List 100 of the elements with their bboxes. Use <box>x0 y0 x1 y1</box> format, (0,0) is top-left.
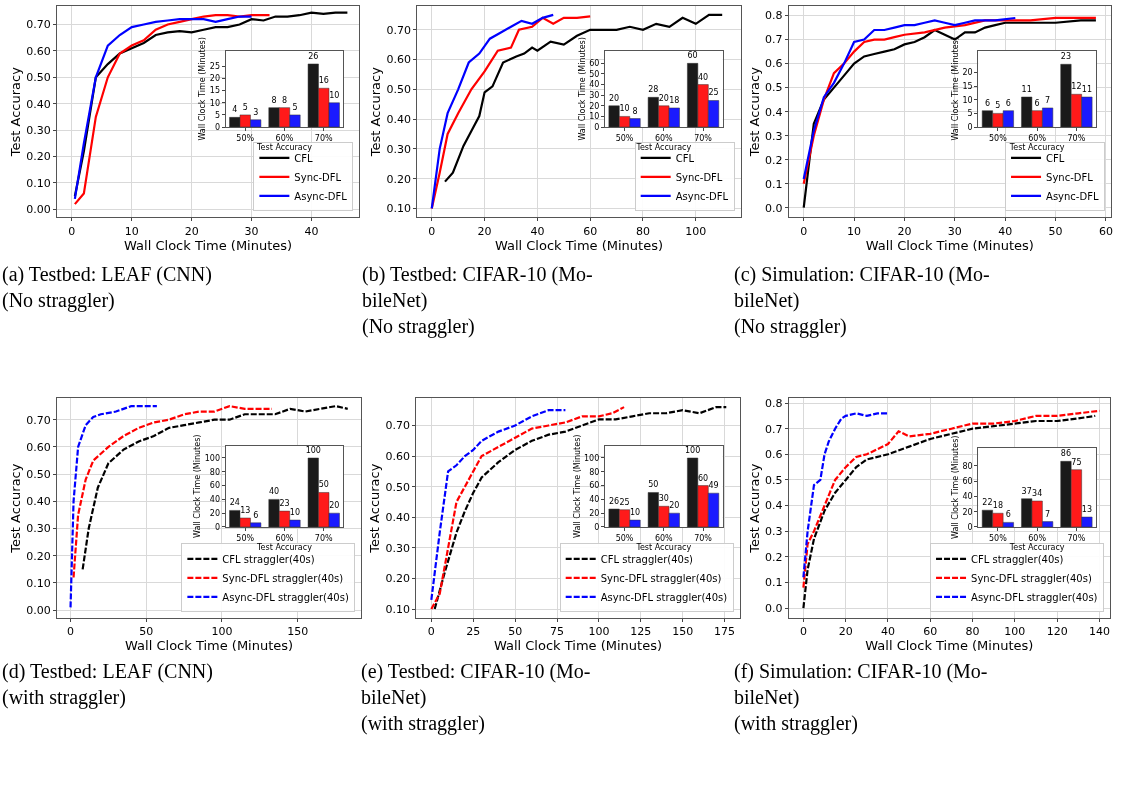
y-tick-label: 0.70 <box>385 419 411 433</box>
y-tick-label: 0.3 <box>764 129 783 143</box>
x-tick-label: 50% <box>989 133 1008 143</box>
line-series <box>430 13 555 210</box>
data-label: 18 <box>992 501 1003 511</box>
x-tick-label: 20 <box>184 224 199 238</box>
legend-label: CFL <box>675 152 695 164</box>
data-label: 37 <box>1021 486 1032 496</box>
x-tick-label: 20 <box>897 224 912 238</box>
line-series <box>802 412 890 579</box>
data-label: 50 <box>318 480 329 490</box>
data-label: 24 <box>229 498 240 508</box>
x-tick-label: 60 <box>923 625 938 639</box>
x-tick-label: 60% <box>654 533 674 543</box>
legend-label: Sync-DFL <box>1046 171 1094 183</box>
text: (a) Testbed: LEAF (CNN) (No straggler) <box>2 263 212 312</box>
x-tick-label: 120 <box>1046 625 1068 639</box>
x-tick-label: 10 <box>847 224 862 238</box>
x-tick-label: 20 <box>838 625 853 639</box>
y-tick-label: 10 <box>209 98 220 108</box>
y-tick-label: 40 <box>589 80 600 90</box>
y-tick-label: 0.0 <box>764 601 783 615</box>
x-tick-label: 0 <box>428 224 436 238</box>
y-tick-label: 0.50 <box>26 71 51 85</box>
y-axis-title: Test Accuracy <box>746 66 762 158</box>
x-tick-label: 175 <box>714 625 736 639</box>
y-tick-label: 0.60 <box>385 449 411 463</box>
x-tick-label: 80 <box>636 224 650 238</box>
x-tick-label: 100 <box>1004 625 1026 639</box>
x-tick-label: 0 <box>799 625 807 639</box>
data-label: 60 <box>697 473 709 483</box>
y-axis-title: Test Accuracy <box>368 66 384 158</box>
x-tick-label: 50% <box>989 533 1008 543</box>
legend-label: Sync-DFL <box>675 171 723 183</box>
x-axis-title: Test Accuracy <box>1008 142 1065 152</box>
y-tick-label: 0.50 <box>386 83 412 97</box>
x-tick-label: 0 <box>800 224 808 238</box>
y-axis-title: Wall Clock Time (Minutes) <box>951 435 961 539</box>
x-tick-label: 60% <box>1028 533 1047 543</box>
data-label: 5 <box>292 102 298 112</box>
y-tick-label: 0 <box>214 122 220 132</box>
x-tick-label: 150 <box>287 625 309 639</box>
y-tick-label: 80 <box>589 467 600 477</box>
x-tick-label: 40 <box>530 224 545 238</box>
data-label: 20 <box>669 501 680 511</box>
y-tick-label: 5 <box>214 110 220 120</box>
data-label: 8 <box>281 95 288 105</box>
data-label: 86 <box>1060 449 1072 459</box>
data-label: 4 <box>232 105 238 115</box>
x-axis-title: Wall Clock Time (Minutes) <box>124 237 293 253</box>
legend-label: Async-DFL straggler(40s) <box>600 591 728 603</box>
y-tick-label: 80 <box>962 461 973 471</box>
data-label: 6 <box>1034 98 1040 108</box>
y-tick-label: 0.30 <box>386 142 412 156</box>
y-tick-label: 0.00 <box>26 203 51 217</box>
y-tick-label: 0.50 <box>385 480 411 494</box>
x-axis-title: Test Accuracy <box>256 542 313 552</box>
data-label: 20 <box>609 93 620 103</box>
x-axis-title: Wall Clock Time (Minutes) <box>865 638 1034 654</box>
legend-label: CFL <box>294 152 314 164</box>
data-label: 5 <box>242 102 248 112</box>
y-tick-label: 30 <box>589 90 600 100</box>
y-tick-label: 0 <box>967 122 973 132</box>
y-tick-label: 0.20 <box>26 549 51 563</box>
x-tick-label: 70% <box>694 133 713 143</box>
data-label: 23 <box>279 499 290 509</box>
x-tick-label: 70% <box>314 133 334 143</box>
y-tick-label: 15 <box>962 81 973 91</box>
legend-label: Async-DFL straggler(40s) <box>971 591 1098 603</box>
x-tick-label: 30 <box>947 224 962 238</box>
data-label: 30 <box>658 494 669 504</box>
data-label: 28 <box>648 85 659 95</box>
x-tick-label: 60% <box>275 133 294 143</box>
data-label: 8 <box>271 95 277 105</box>
y-tick-label: 100 <box>584 453 600 463</box>
x-tick-label: 0 <box>67 625 75 639</box>
x-tick-label: 140 <box>1088 625 1110 639</box>
x-tick-label: 50 <box>1048 224 1063 238</box>
y-tick-label: 100 <box>204 453 220 463</box>
y-tick-label: 40 <box>589 495 600 505</box>
x-tick-label: 60% <box>654 133 674 143</box>
x-tick-label: 60% <box>275 533 294 543</box>
x-tick-label: 10 <box>124 224 139 238</box>
y-tick-label: 0.5 <box>764 473 783 487</box>
x-tick-label: 50% <box>236 533 255 543</box>
y-tick-label: 20 <box>589 101 600 111</box>
x-tick-label: 25 <box>466 625 481 639</box>
data-label: 23 <box>1060 52 1072 62</box>
data-label: 20 <box>329 501 340 511</box>
x-tick-label: 75 <box>550 625 565 639</box>
data-label: 6 <box>984 98 990 108</box>
y-tick-label: 40 <box>209 495 220 505</box>
data-label: 11 <box>1021 85 1032 95</box>
y-tick-label: 0.70 <box>26 413 51 427</box>
y-tick-label: 0.30 <box>385 541 411 555</box>
y-tick-label: 0.30 <box>26 522 51 536</box>
y-tick-label: 0.4 <box>764 105 783 119</box>
y-tick-label: 40 <box>962 492 973 502</box>
x-tick-label: 60 <box>1098 224 1113 238</box>
y-tick-label: 0 <box>214 522 220 532</box>
